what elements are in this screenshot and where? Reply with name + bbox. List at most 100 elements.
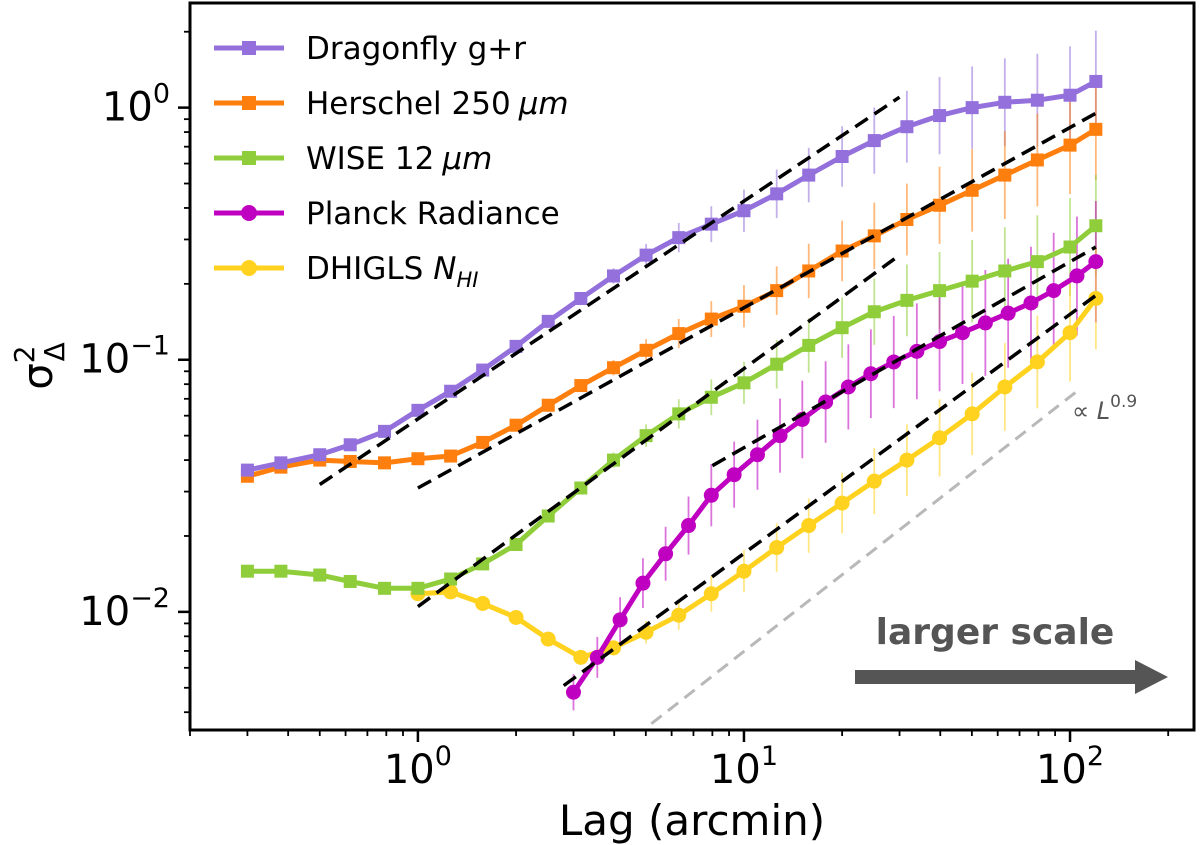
data-point bbox=[899, 452, 915, 468]
data-point bbox=[1030, 153, 1044, 167]
data-point bbox=[867, 134, 881, 148]
data-point bbox=[900, 120, 914, 134]
x-axis-label: Lag (arcmin) bbox=[559, 796, 825, 845]
legend-entry-herschel: Herschel 250 μm bbox=[214, 86, 569, 122]
data-point bbox=[540, 631, 556, 647]
data-point bbox=[770, 284, 784, 298]
data-point bbox=[933, 109, 947, 123]
data-point bbox=[1069, 268, 1085, 284]
data-point bbox=[1000, 305, 1016, 321]
data-point bbox=[1088, 290, 1104, 306]
series-line-herschel-250-m bbox=[246, 127, 1098, 479]
legend-marker-wise bbox=[242, 151, 256, 165]
data-point bbox=[704, 312, 718, 326]
legend-label-planck: Planck Radiance bbox=[306, 196, 560, 232]
data-point bbox=[802, 338, 816, 352]
x-tick-base: 10 bbox=[710, 747, 761, 793]
x-tick-base: 10 bbox=[384, 747, 435, 793]
legend-label-wise-unit: μm bbox=[441, 141, 492, 177]
data-point bbox=[658, 546, 674, 562]
data-point bbox=[378, 424, 392, 438]
x-tick-exponent: 2 bbox=[1087, 741, 1104, 772]
data-point bbox=[737, 204, 751, 218]
data-point bbox=[313, 448, 327, 462]
data-point bbox=[772, 428, 788, 444]
data-point bbox=[1063, 88, 1077, 102]
data-point bbox=[835, 321, 849, 335]
data-point bbox=[607, 453, 621, 467]
fit-herschel-line bbox=[417, 111, 1097, 490]
data-point bbox=[998, 95, 1012, 109]
y-tick-exponent: −1 bbox=[130, 331, 170, 362]
data-point bbox=[1063, 138, 1077, 152]
y-tick-exponent: −2 bbox=[130, 583, 170, 614]
data-point bbox=[703, 586, 719, 602]
data-point bbox=[672, 407, 686, 421]
data-point bbox=[313, 568, 327, 582]
data-point bbox=[1030, 255, 1044, 269]
larger-scale-arrow-shaft bbox=[855, 670, 1137, 684]
data-point bbox=[1062, 325, 1078, 341]
data-point bbox=[672, 231, 686, 245]
data-point bbox=[573, 649, 589, 665]
data-point bbox=[770, 187, 784, 201]
y-tick-base: 10 bbox=[79, 589, 130, 635]
legend-entry-planck: Planck Radiance bbox=[214, 196, 560, 232]
legend-marker-herschel bbox=[242, 96, 256, 110]
data-point bbox=[672, 327, 686, 341]
data-point bbox=[443, 584, 459, 600]
data-point bbox=[737, 376, 751, 390]
legend-marker-dragonfly bbox=[242, 41, 256, 55]
data-point bbox=[444, 449, 458, 463]
legend: Dragonfly g+r Herschel 250 μm WISE 12 μm P… bbox=[214, 31, 569, 292]
legend-entry-wise: WISE 12 μm bbox=[214, 141, 492, 177]
chart-marks bbox=[240, 30, 1104, 725]
x-tick-label-2: 102 bbox=[1036, 741, 1104, 793]
data-point bbox=[867, 305, 881, 319]
data-point bbox=[565, 684, 581, 700]
x-tick-exponent: 0 bbox=[435, 741, 452, 772]
larger-scale-label: larger scale bbox=[876, 612, 1115, 653]
power-law-variable: L bbox=[1097, 397, 1110, 425]
data-point bbox=[769, 540, 785, 556]
legend-label-herschel-unit: μm bbox=[518, 86, 569, 122]
data-point bbox=[965, 183, 979, 197]
data-point bbox=[1030, 93, 1044, 107]
y-tick-base: 10 bbox=[102, 85, 153, 131]
data-point bbox=[835, 244, 849, 258]
data-point bbox=[378, 456, 392, 470]
data-point bbox=[635, 575, 651, 591]
data-point bbox=[509, 538, 523, 552]
larger-scale-annotation: larger scale bbox=[855, 612, 1168, 694]
legend-marker-dhigls bbox=[241, 260, 257, 276]
y-axis-label: σ2Δ bbox=[8, 342, 71, 390]
legend-entry-dhigls: DHIGLS NHI bbox=[214, 251, 478, 292]
legend-label-dhigls-sub: HI bbox=[457, 268, 479, 292]
data-point bbox=[867, 229, 881, 243]
data-point bbox=[933, 198, 947, 212]
power-law-reference-line bbox=[650, 390, 1078, 725]
data-point bbox=[770, 357, 784, 371]
data-point bbox=[863, 366, 879, 382]
data-point bbox=[749, 447, 765, 463]
data-point bbox=[681, 518, 697, 534]
data-point bbox=[965, 274, 979, 288]
legend-label-dhigls-var: N bbox=[433, 251, 456, 287]
data-point bbox=[933, 284, 947, 298]
data-point bbox=[703, 487, 719, 503]
data-point bbox=[998, 168, 1012, 182]
data-point bbox=[955, 325, 971, 341]
data-point bbox=[240, 564, 254, 578]
legend-label-wise-main: WISE 12 bbox=[306, 141, 434, 177]
x-tick-label-0: 100 bbox=[384, 741, 452, 793]
y-tick-label-2: 100 bbox=[102, 79, 170, 131]
y-tick-exponent: 0 bbox=[153, 79, 170, 110]
data-point bbox=[574, 291, 588, 305]
data-point bbox=[736, 563, 752, 579]
data-point bbox=[834, 495, 850, 511]
series-line-dhigls-n-hi bbox=[417, 296, 1098, 660]
plot-frame bbox=[188, 1, 1196, 732]
legend-label-dhigls: DHIGLS NHI bbox=[306, 251, 478, 292]
data-point bbox=[977, 315, 993, 331]
